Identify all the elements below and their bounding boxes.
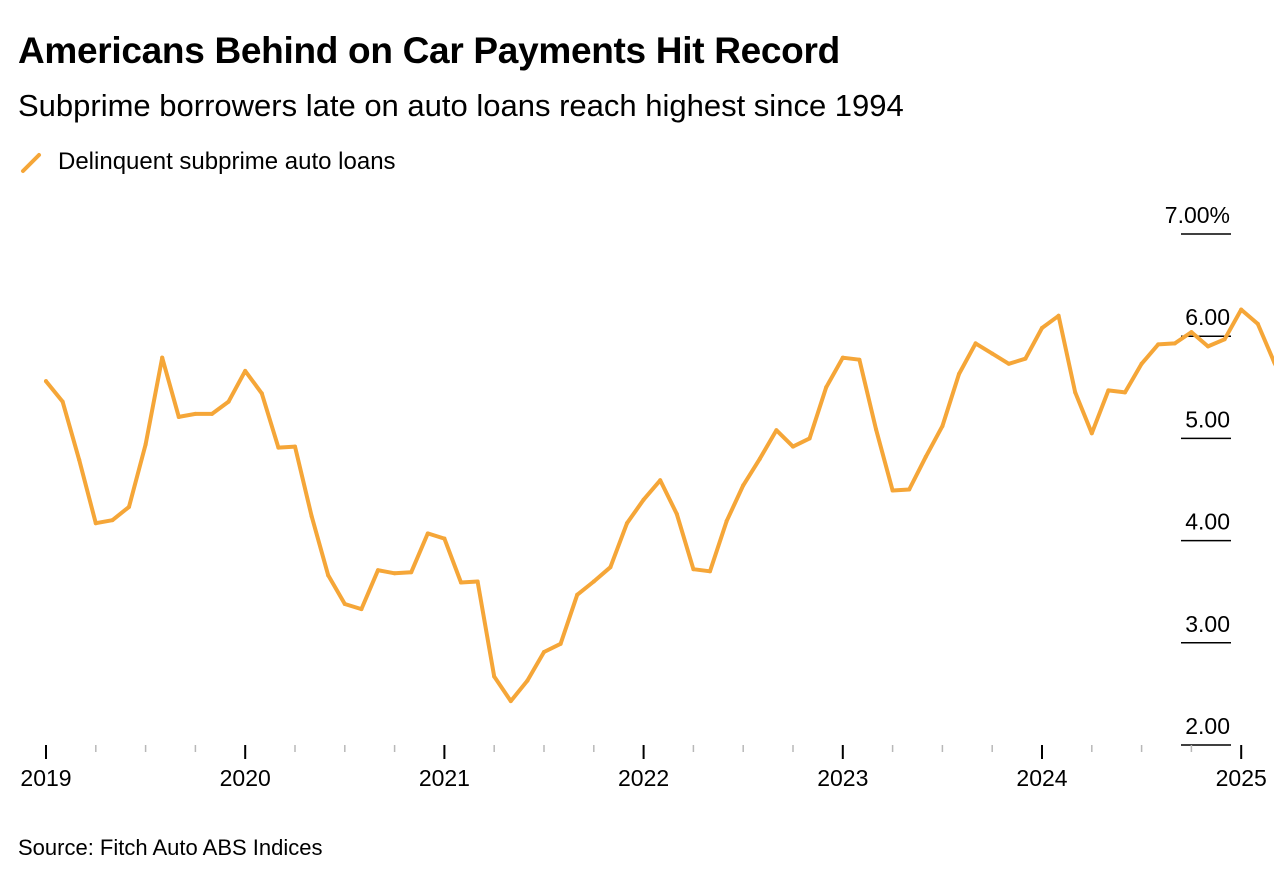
data-point [1123, 390, 1127, 395]
data-point [907, 487, 912, 492]
data-point [1106, 388, 1111, 393]
data-point [1206, 344, 1210, 349]
data-point [1255, 321, 1260, 326]
data-point [1239, 307, 1244, 312]
data-point [857, 357, 862, 362]
y-tick-label: 5.00 [1185, 406, 1230, 432]
x-tick-label: 2023 [817, 765, 868, 791]
legend-line-icon [21, 153, 41, 173]
data-point [359, 607, 364, 612]
y-tick-label: 3.00 [1185, 611, 1230, 637]
data-point [1056, 313, 1061, 318]
data-point [641, 497, 646, 502]
data-point [459, 580, 463, 585]
data-point [990, 351, 995, 356]
data-point [591, 579, 596, 584]
data-point [376, 568, 380, 573]
data-point [492, 674, 497, 679]
data-point [127, 504, 131, 509]
data-point [558, 641, 563, 646]
data-point [342, 601, 347, 606]
data-point [44, 379, 48, 384]
x-tick-label: 2020 [220, 765, 271, 791]
data-point [193, 411, 198, 416]
data-point [674, 512, 679, 517]
data-point [1139, 361, 1144, 366]
data-point [93, 521, 98, 526]
data-point [226, 399, 231, 404]
data-point [60, 399, 65, 404]
data-point [608, 565, 613, 570]
data-point [259, 391, 264, 396]
data-point [890, 488, 895, 493]
data-point [160, 355, 165, 360]
data-point [874, 427, 878, 432]
series-line [44, 307, 1274, 704]
data-point [691, 567, 696, 572]
data-point [807, 436, 812, 441]
legend-label: Delinquent subprime auto loans [58, 148, 396, 175]
data-point [210, 411, 214, 416]
x-tick-label: 2022 [618, 765, 669, 791]
data-point [392, 571, 397, 576]
x-tick-label: 2021 [419, 765, 470, 791]
data-point [525, 678, 530, 683]
data-point [176, 414, 181, 419]
data-point [774, 428, 779, 433]
chart-subtitle: Subprime borrowers late on auto loans re… [18, 88, 904, 123]
data-point [475, 579, 480, 584]
data-point [326, 573, 331, 578]
y-tick-label: 2.00 [1185, 713, 1230, 739]
data-point [658, 478, 663, 483]
data-point [741, 483, 746, 488]
data-point [1172, 341, 1177, 346]
data-point [508, 699, 513, 704]
data-point [1222, 337, 1227, 342]
data-point [940, 424, 945, 429]
data-point [409, 570, 414, 575]
data-point [957, 372, 961, 377]
source-note: Source: Fitch Auto ABS Indices [18, 835, 323, 860]
data-point [724, 519, 729, 524]
data-point [708, 569, 712, 574]
x-tick-label: 2024 [1016, 765, 1067, 791]
y-tick-label: 4.00 [1185, 509, 1230, 535]
data-point [625, 521, 629, 526]
data-point [791, 444, 795, 449]
data-point [757, 456, 762, 461]
data-point [293, 444, 297, 449]
data-point [442, 536, 447, 541]
data-point [824, 385, 829, 390]
data-point [1156, 342, 1161, 347]
chart-title: Americans Behind on Car Payments Hit Rec… [18, 30, 840, 71]
data-point [840, 355, 845, 360]
data-point [276, 445, 281, 450]
data-point [1023, 356, 1028, 361]
data-point [1040, 326, 1044, 331]
legend: Delinquent subprime auto loans [20, 146, 396, 178]
y-tick-label: 6.00 [1185, 304, 1230, 330]
data-point [1073, 390, 1078, 395]
data-point [143, 442, 148, 447]
data-point [1006, 361, 1011, 366]
data-point [575, 592, 580, 597]
data-point [309, 514, 314, 519]
data-point [923, 454, 928, 459]
data-point [973, 341, 978, 346]
data-point [542, 649, 546, 654]
data-point [77, 457, 82, 462]
data-point [425, 531, 430, 536]
data-point [1189, 330, 1194, 335]
data-point [1089, 431, 1094, 436]
data-point [243, 368, 248, 373]
x-tick-label: 2019 [20, 765, 71, 791]
x-tick-label: 2025 [1216, 765, 1267, 791]
y-tick-label: 7.00% [1165, 202, 1230, 228]
data-point [110, 518, 115, 523]
